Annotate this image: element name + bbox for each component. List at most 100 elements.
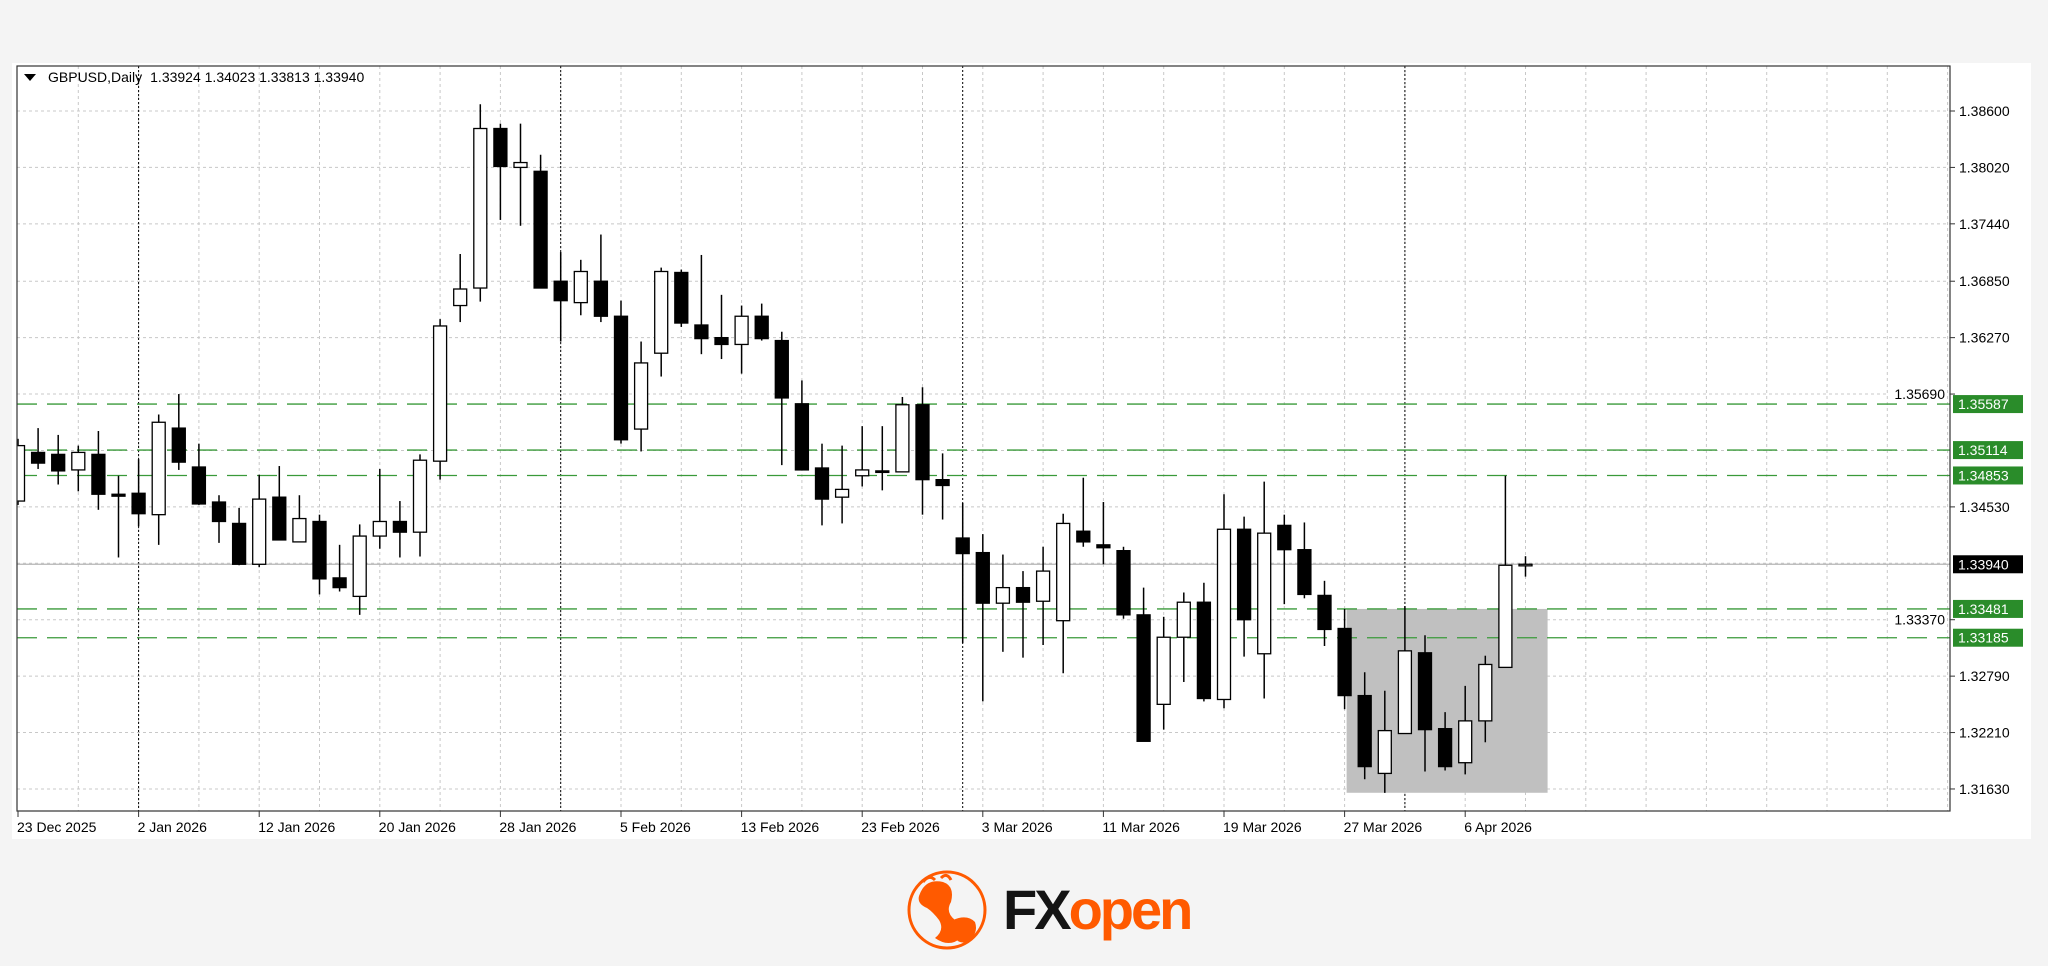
- current-price-label-bg: [1953, 555, 2023, 574]
- candle-bull: [654, 270, 669, 354]
- candle-bear: [231, 522, 247, 565]
- candle-bear: [1417, 652, 1433, 731]
- candle-bear: [392, 520, 408, 533]
- x-tick-label: 2 Jan 2026: [138, 819, 207, 835]
- candle-bull: [352, 535, 367, 598]
- y-tick-label: 1.38600: [1959, 103, 2010, 119]
- candle-bull: [513, 161, 528, 169]
- month-separators: [138, 66, 1406, 811]
- y-tick-label: 1.35690: [1894, 386, 1945, 402]
- current-price-label: 1.33940: [1958, 556, 2009, 572]
- level-price-label-bg: [1953, 395, 2023, 414]
- candle-bear: [613, 315, 629, 441]
- candle-bull: [995, 586, 1011, 604]
- candle-bear: [955, 537, 970, 555]
- candle-bear: [30, 451, 46, 464]
- x-tick-label: 19 Mar 2026: [1223, 819, 1302, 835]
- level-price-label-bg: [1953, 466, 2023, 485]
- y-tick-label: 1.37440: [1959, 216, 2010, 232]
- candle-bear: [332, 577, 347, 589]
- candle-bull: [151, 421, 166, 516]
- candle-bull: [412, 459, 428, 533]
- price-axis[interactable]: 1.38600 1.38020 1.37440 1.36850 1.36270 1.356…: [1888, 103, 2010, 797]
- candle-bear: [915, 404, 930, 481]
- candle-bull: [1518, 563, 1533, 567]
- y-tick-label-bg: [1888, 386, 1946, 403]
- y-tick-label: 1.31630: [1959, 781, 2010, 797]
- candle-bull: [71, 451, 86, 471]
- symbol-timeframe: GBPUSD,Daily: [48, 69, 143, 85]
- candle-bear: [1096, 544, 1111, 549]
- candle-bear: [975, 551, 990, 604]
- y-tick-label: 1.32210: [1959, 725, 2010, 741]
- triangle-down-icon[interactable]: [24, 73, 36, 81]
- ohlc-readout: 1.33924 1.34023 1.33813 1.33940: [150, 69, 365, 85]
- x-tick-label: 12 Jan 2026: [258, 819, 335, 835]
- y-tick-label: 1.32790: [1959, 668, 2010, 684]
- level-price-label: 1.33481: [1958, 601, 2009, 617]
- candle-bear: [694, 324, 709, 340]
- candle-bull: [473, 127, 488, 289]
- candle-bear: [51, 453, 66, 472]
- candle-bear: [312, 520, 327, 580]
- candle-bear: [714, 336, 729, 346]
- candles: [17, 104, 1533, 793]
- candle-bear: [272, 496, 287, 541]
- candle-bull: [252, 498, 267, 565]
- x-tick-label: 11 Mar 2026: [1102, 819, 1180, 835]
- candle-bear: [171, 427, 186, 463]
- level-price-label-bg: [1953, 441, 2023, 460]
- candle-bull: [1377, 729, 1392, 775]
- level-price-label: 1.34853: [1958, 467, 2009, 483]
- candle-bear: [211, 501, 227, 523]
- candle-bear: [1116, 550, 1131, 616]
- candle-bear: [191, 466, 207, 505]
- fxopen-logo: FXopen: [905, 868, 1193, 952]
- time-axis[interactable]: 23 Dec 2025 2 Jan 2026 12 Jan 2026 20 Jan 2…: [17, 811, 1532, 835]
- level-price-label-bg: [1953, 628, 2023, 647]
- candle-bull: [633, 362, 649, 430]
- candle-bear: [533, 170, 548, 289]
- candle-bear: [814, 467, 830, 500]
- y-tick-label-bg: [1888, 611, 1946, 628]
- candle-bear: [111, 493, 126, 497]
- chart-panel: [12, 63, 2031, 839]
- candle-bear: [1437, 728, 1453, 768]
- x-tick-label: 28 Jan 2026: [499, 819, 576, 835]
- candle-bull: [1156, 636, 1171, 705]
- candle-bear: [131, 492, 146, 515]
- candle-bull: [895, 404, 910, 473]
- plot-border: [16, 65, 1951, 812]
- candle-bull: [453, 288, 468, 307]
- x-tick-label: 23 Feb 2026: [861, 819, 940, 835]
- candle-bull: [1458, 720, 1473, 764]
- candle-bull: [1397, 650, 1413, 735]
- candle-bull: [1498, 564, 1513, 669]
- candle-bear: [1015, 586, 1031, 603]
- bull-circle-logo-icon: [907, 870, 987, 950]
- candle-bear: [754, 315, 769, 340]
- candle-bear: [593, 280, 609, 317]
- candle-bull: [292, 517, 307, 543]
- level-price-label: 1.33185: [1958, 630, 2009, 646]
- y-tick-label: 1.33370: [1894, 612, 1945, 628]
- candle-bear: [1136, 614, 1151, 742]
- candle-bull: [1478, 663, 1493, 722]
- candle-bull: [1176, 601, 1191, 638]
- candle-bull: [834, 488, 850, 498]
- candle-bear: [1317, 594, 1332, 631]
- candle-bull: [1035, 570, 1051, 602]
- x-tick-label: 23 Dec 2025: [17, 819, 97, 835]
- candle-bear: [1357, 694, 1372, 768]
- candle-bear: [774, 339, 789, 399]
- candle-bull: [855, 469, 870, 477]
- candle-bull: [1257, 532, 1272, 655]
- candle-bull: [372, 520, 387, 537]
- candle-bear: [91, 453, 106, 495]
- candle-bull: [734, 315, 749, 346]
- candle-bear: [1277, 524, 1292, 551]
- candle-bear: [1196, 601, 1212, 700]
- y-tick-label: 1.36850: [1959, 273, 2010, 289]
- x-tick-label: 20 Jan 2026: [379, 819, 456, 835]
